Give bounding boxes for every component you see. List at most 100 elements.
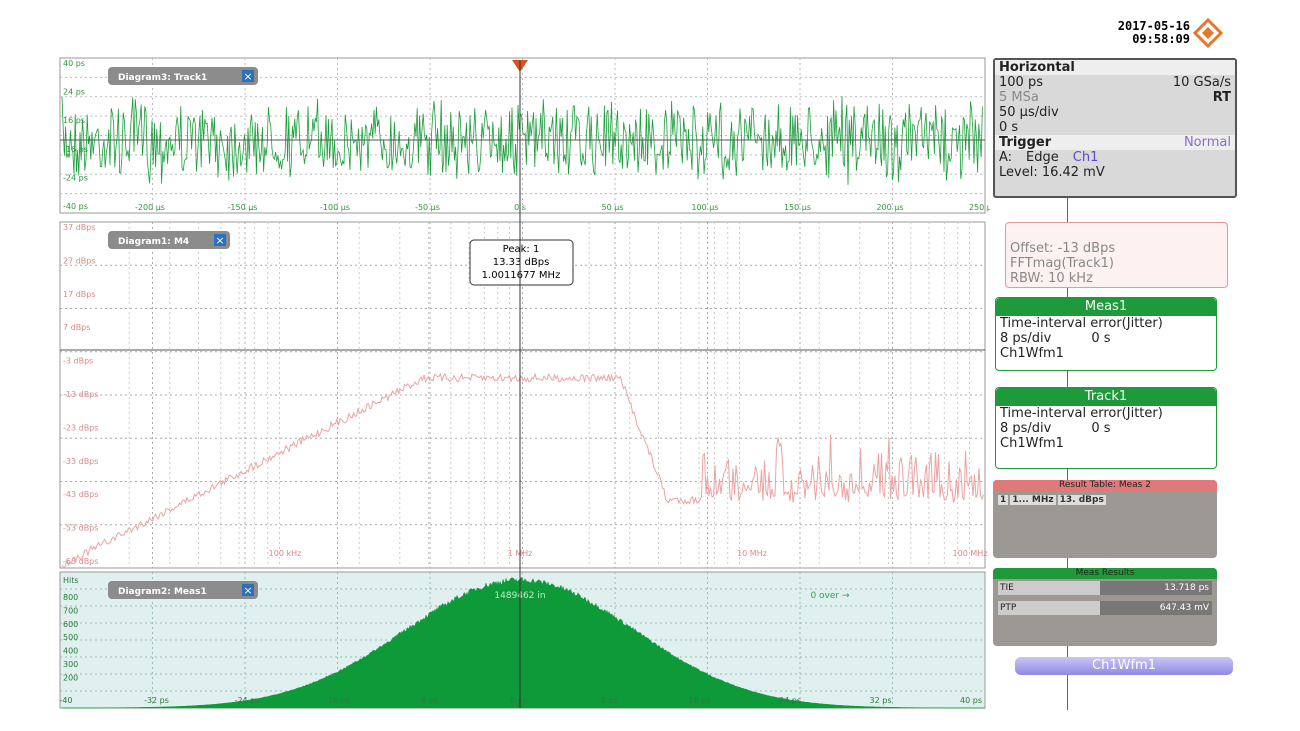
y-tick-label: -53 dBps: [63, 524, 98, 533]
peak-box: [469, 239, 574, 286]
jitter-track: [61, 96, 983, 185]
label: Trigger: [999, 135, 1052, 150]
y-tick-label: -63 dBps: [63, 557, 98, 566]
panel-title: Meas Results: [993, 568, 1217, 579]
cell: 1: [998, 495, 1009, 505]
histogram: [62, 577, 985, 709]
value: 10 GSa/s: [1172, 75, 1231, 90]
panel-title: Track1: [996, 388, 1216, 406]
x-tick-label: 32 ps: [870, 696, 892, 705]
y-tick-label: -13 dBps: [63, 390, 98, 399]
cell: PTP: [1000, 603, 1017, 613]
value: Time-interval error(Jitter): [1000, 316, 1163, 331]
horizontal-panel[interactable]: Horizontal 100 ps 10 GSa/s 5 MSa RT 50 µs/…: [993, 58, 1237, 198]
y-tick-label: 800: [63, 593, 78, 602]
close-button[interactable]: [242, 70, 254, 82]
diagram-title: Diagram1: M4: [118, 237, 189, 247]
value: 8 ps/div: [1000, 421, 1052, 436]
value: 100 ps: [999, 75, 1043, 90]
value: 5 MSa: [999, 90, 1039, 105]
y-tick-label: -40 ps: [63, 202, 88, 211]
x-tick-label: 250 µs: [969, 203, 990, 212]
y-tick-label: 500: [63, 633, 78, 642]
value: Ch1Wfm1: [1000, 436, 1064, 451]
diagram-tab: [108, 67, 258, 85]
x-tick-label: 150 µs: [784, 203, 811, 212]
cell: 13.718 ps: [1100, 581, 1212, 595]
value: 0 s: [1091, 331, 1111, 346]
x-tick-label: 50 µs: [602, 203, 624, 212]
y-tick-label: 16 ps: [63, 116, 85, 125]
y-tick-label: -16 ps: [63, 145, 88, 154]
time: 09:58:09: [1132, 32, 1190, 46]
value: Offset: -13 dBps: [1010, 241, 1116, 256]
cell: 647.43 mV: [1100, 601, 1212, 615]
value: 0 s: [999, 120, 1019, 135]
spectrum: [61, 372, 984, 569]
close-icon: ×: [243, 70, 252, 83]
x-tick-label: 40 ps: [960, 696, 982, 705]
x-tick-label: 100 kHz: [269, 549, 302, 558]
x-tick-label: -150 µs: [228, 203, 258, 212]
close-button[interactable]: [242, 584, 254, 596]
x-tick-label: -8 ps: [418, 696, 438, 705]
meas1-panel[interactable]: Meas1 Time-interval error(Jitter) 8 ps/d…: [995, 297, 1217, 371]
y-tick-label: 300: [63, 660, 78, 669]
x-tick-label: -200 µs: [135, 203, 165, 212]
y-tick-label: -33 dBps: [63, 457, 98, 466]
label: Horizontal: [999, 60, 1075, 75]
cell: 1... MHz: [1010, 495, 1056, 505]
diagram-tab: [108, 231, 230, 249]
x-tick-label: -50 µs: [415, 203, 440, 212]
x-tick-label: 16 ps: [689, 696, 711, 705]
value: Time-interval error(Jitter): [1000, 406, 1163, 421]
y-tick-label: 17 dBps: [63, 290, 96, 299]
value: Normal: [1183, 135, 1231, 150]
result-table[interactable]: Result Table: Meas 2 1 1... MHz 13. dBps: [993, 480, 1217, 558]
fft-panel[interactable]: Offset: -13 dBps FFTmag(Track1) RBW: 10 …: [1005, 222, 1228, 288]
x-tick-label: 8 ps: [601, 696, 618, 705]
y-tick-label: 400: [63, 647, 78, 656]
diagram-title: Diagram3: Track1: [118, 73, 207, 83]
x-tick-label: -100 µs: [320, 203, 350, 212]
diagram-title: Diagram2: Meas1: [118, 587, 207, 597]
y-tick-label: -24 ps: [63, 173, 88, 182]
x-tick-label: -32 ps: [144, 696, 169, 705]
y-tick-label: 7 dBps: [63, 323, 90, 332]
close-icon: ×: [243, 584, 252, 597]
value: 0 s: [1091, 421, 1111, 436]
peak-label: 1.0011677 MHz: [482, 270, 561, 281]
value: FFTmag(Track1): [1010, 256, 1114, 271]
y-tick-label: 700: [63, 606, 78, 615]
value: Ch1Wfm1: [1000, 346, 1064, 361]
y-tick-label: 37 dBps: [63, 223, 96, 232]
waveform-tab[interactable]: Ch1Wfm1: [1015, 657, 1233, 675]
y-tick-label: 40 ps: [63, 59, 85, 68]
value: 50 µs/div: [999, 105, 1059, 120]
unit-label: Hits: [63, 576, 79, 585]
peak-label: 13.33 dBps: [493, 257, 550, 268]
y-tick-label: 27 dBps: [63, 256, 96, 265]
cell: 13. dBps: [1057, 495, 1106, 505]
x-tick-label: 24 ps: [779, 696, 801, 705]
close-icon: ×: [215, 234, 224, 247]
diagram-tab: [108, 581, 258, 599]
peak-label: Peak: 1: [503, 244, 540, 255]
date: 2017-05-16: [1117, 19, 1190, 33]
label: A:: [999, 150, 1013, 165]
x-tick-label: -16 ps: [325, 696, 350, 705]
value: Level: 16.42 mV: [999, 165, 1105, 180]
plots: 40 ps 24 ps 16 ps -16 ps -24 ps -40 ps -200 µs…: [59, 57, 990, 709]
value: RT: [1212, 90, 1231, 105]
meas-results[interactable]: Meas Results TIE 13.718 ps PTP 647.43 mV: [993, 568, 1217, 646]
track1-panel[interactable]: Track1 Time-interval error(Jitter) 8 ps/…: [995, 387, 1217, 469]
cell: TIE: [1000, 583, 1014, 593]
y-tick-label: -3 dBps: [63, 357, 93, 366]
value: RBW: 10 kHz: [1010, 271, 1093, 286]
x-tick-label: 0 ps: [510, 696, 527, 705]
close-button[interactable]: [214, 234, 226, 246]
x-tick-label: 100 MHz: [953, 549, 988, 558]
x-tick-label: 200 µs: [876, 203, 903, 212]
panel-title: Meas1: [996, 298, 1216, 316]
